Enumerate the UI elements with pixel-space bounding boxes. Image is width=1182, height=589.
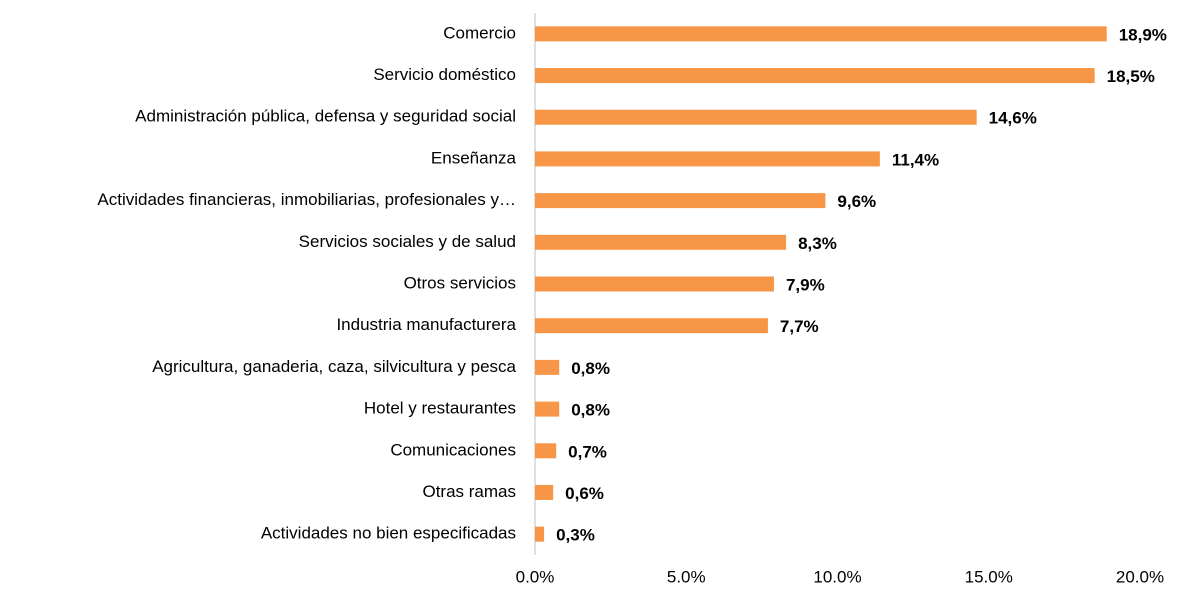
bar (535, 26, 1107, 42)
bar (535, 68, 1095, 84)
y-tick-label: Otras ramas (422, 482, 516, 501)
x-tick-label: 0.0% (516, 567, 555, 586)
bar (535, 359, 560, 375)
bar (535, 109, 977, 125)
y-tick-label: Administración pública, defensa y seguri… (135, 107, 516, 126)
y-tick-label: Servicio doméstico (373, 65, 516, 84)
y-tick-label: Agricultura, ganaderia, caza, silvicultu… (152, 357, 516, 376)
value-label: 18,5% (1107, 67, 1155, 86)
x-tick-label: 10.0% (813, 567, 861, 586)
y-tick-label: Industria manufacturera (336, 315, 516, 334)
bar (535, 526, 545, 542)
value-label: 0,7% (568, 442, 607, 461)
y-tick-label: Hotel y restaurantes (364, 399, 516, 418)
x-tick-label: 5.0% (667, 567, 706, 586)
x-tick-label: 20.0% (1116, 567, 1164, 586)
bar (535, 276, 774, 292)
y-tick-label: Enseñanza (431, 148, 517, 167)
y-tick-label: Comunicaciones (390, 440, 516, 459)
bar (535, 443, 557, 459)
value-label: 7,7% (780, 317, 819, 336)
bar (535, 193, 826, 209)
y-tick-label: Servicios sociales y de salud (299, 232, 516, 251)
value-label: 14,6% (989, 109, 1037, 128)
value-label: 0,8% (571, 401, 610, 420)
bar (535, 401, 560, 417)
value-label: 11,4% (892, 150, 939, 169)
value-label: 0,3% (556, 526, 595, 545)
bar (535, 484, 554, 500)
y-tick-label: Otros servicios (404, 273, 516, 292)
value-label: 0,6% (565, 484, 604, 503)
bar (535, 151, 880, 167)
value-label: 18,9% (1119, 25, 1167, 44)
value-label: 7,9% (786, 275, 825, 294)
value-label: 8,3% (798, 234, 837, 253)
y-tick-label: Actividades no bien especificadas (261, 524, 516, 543)
y-tick-label: Actividades financieras, inmobiliarias, … (97, 190, 516, 209)
bar (535, 234, 787, 250)
value-label: 9,6% (837, 192, 876, 211)
value-label: 0,8% (571, 359, 610, 378)
bar (535, 318, 768, 334)
y-tick-label: Comercio (443, 23, 516, 42)
x-tick-label: 15.0% (965, 567, 1013, 586)
